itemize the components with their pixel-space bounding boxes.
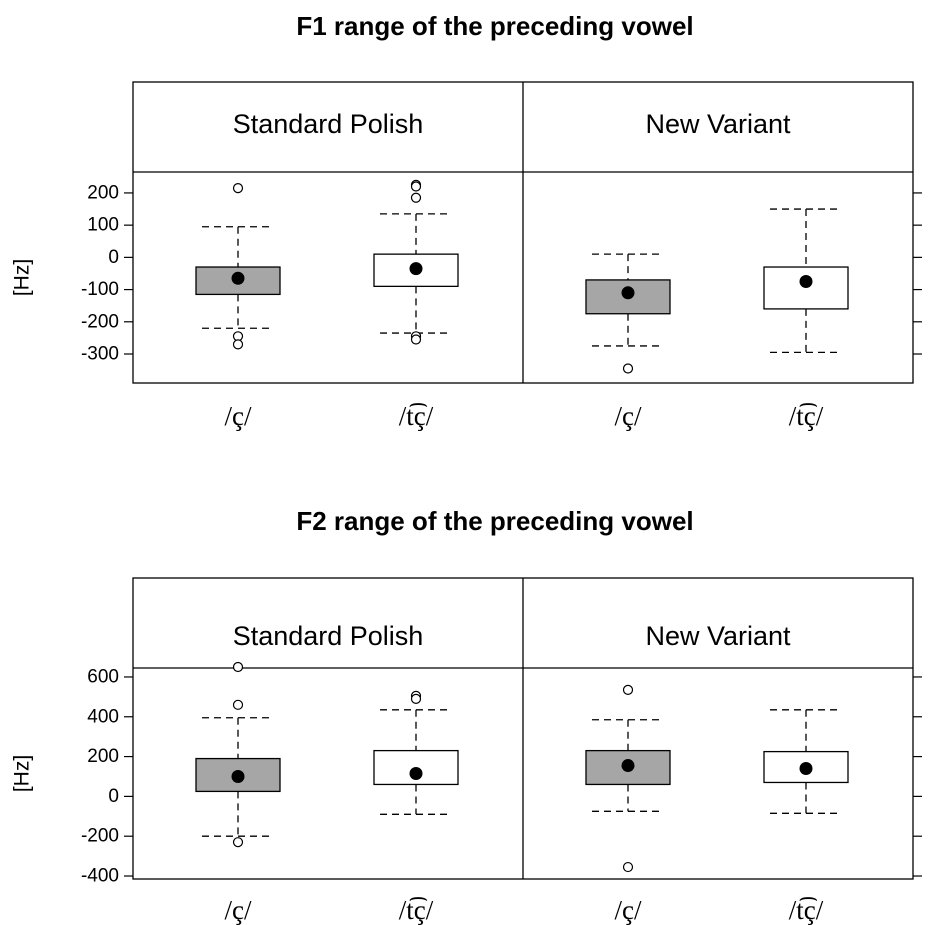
outlier-point — [622, 684, 634, 695]
outlier-point — [410, 192, 422, 203]
strip-label: New Variant — [645, 621, 791, 651]
y-tick-label: 400 — [87, 706, 119, 727]
outlier-point — [410, 334, 422, 345]
iqr-box — [585, 749, 671, 786]
outlier-point — [232, 183, 244, 194]
boxplot-c-cedilla — [195, 183, 281, 350]
median-point — [621, 759, 635, 773]
category-label: /ç/ — [615, 401, 642, 431]
outlier-point — [232, 661, 244, 673]
median-point — [231, 271, 245, 285]
category-label: /ç/ — [225, 401, 252, 431]
boxplot-tc-cedilla — [373, 690, 459, 815]
outlier-point — [232, 699, 244, 710]
iqr-box — [585, 279, 671, 315]
outlier-point — [232, 339, 244, 350]
category-label: /t͡ç/ — [789, 401, 824, 431]
outlier-point — [622, 861, 634, 873]
y-tick-label: -300 — [81, 344, 119, 365]
median-point — [409, 262, 423, 276]
outlier-point — [232, 837, 244, 848]
y-tick-label: -200 — [81, 826, 119, 847]
y-tick-label: -100 — [81, 279, 119, 300]
y-tick-label: -400 — [81, 866, 119, 887]
y-tick-label: -200 — [81, 311, 119, 332]
y-tick-label: 100 — [87, 215, 119, 236]
median-point — [621, 286, 635, 300]
category-label: /t͡ç/ — [399, 895, 434, 925]
y-axis-label: [Hz] — [11, 755, 34, 792]
category-label: /t͡ç/ — [789, 895, 824, 925]
y-axis-label: [Hz] — [11, 259, 34, 296]
boxplot-c-cedilla — [585, 253, 671, 374]
chart-2: F2 range of the preceding vowel -400 -200 0… — [11, 506, 922, 925]
y-tick-label: 200 — [87, 182, 119, 203]
category-label: /ç/ — [225, 895, 252, 925]
y-tick-label: 0 — [108, 247, 119, 268]
category-label: /ç/ — [615, 895, 642, 925]
outlier-point — [622, 363, 634, 374]
median-point — [799, 762, 813, 776]
chart-title: F1 range of the preceding vowel — [296, 11, 693, 41]
y-tick-label: 600 — [87, 666, 119, 687]
y-tick-label: 0 — [108, 786, 119, 807]
median-point — [799, 275, 813, 289]
boxplot-tc-cedilla — [373, 179, 459, 345]
outlier-point — [410, 181, 422, 192]
boxplot-tc-cedilla — [763, 208, 849, 354]
boxplot-tc-cedilla — [763, 709, 849, 814]
median-point — [231, 769, 245, 783]
boxplot-c-cedilla — [585, 684, 671, 873]
chart-1: F1 range of the preceding vowel -300 -200 -… — [11, 11, 922, 431]
median-point — [409, 767, 423, 780]
strip-label: Standard Polish — [233, 621, 424, 651]
boxplot-c-cedilla — [195, 661, 281, 848]
y-tick-label: 200 — [87, 746, 119, 767]
outlier-point — [410, 693, 422, 704]
strip-label: Standard Polish — [233, 109, 424, 139]
category-label: /t͡ç/ — [399, 401, 434, 431]
strip-label: New Variant — [645, 109, 791, 139]
chart-title: F2 range of the preceding vowel — [296, 506, 693, 536]
